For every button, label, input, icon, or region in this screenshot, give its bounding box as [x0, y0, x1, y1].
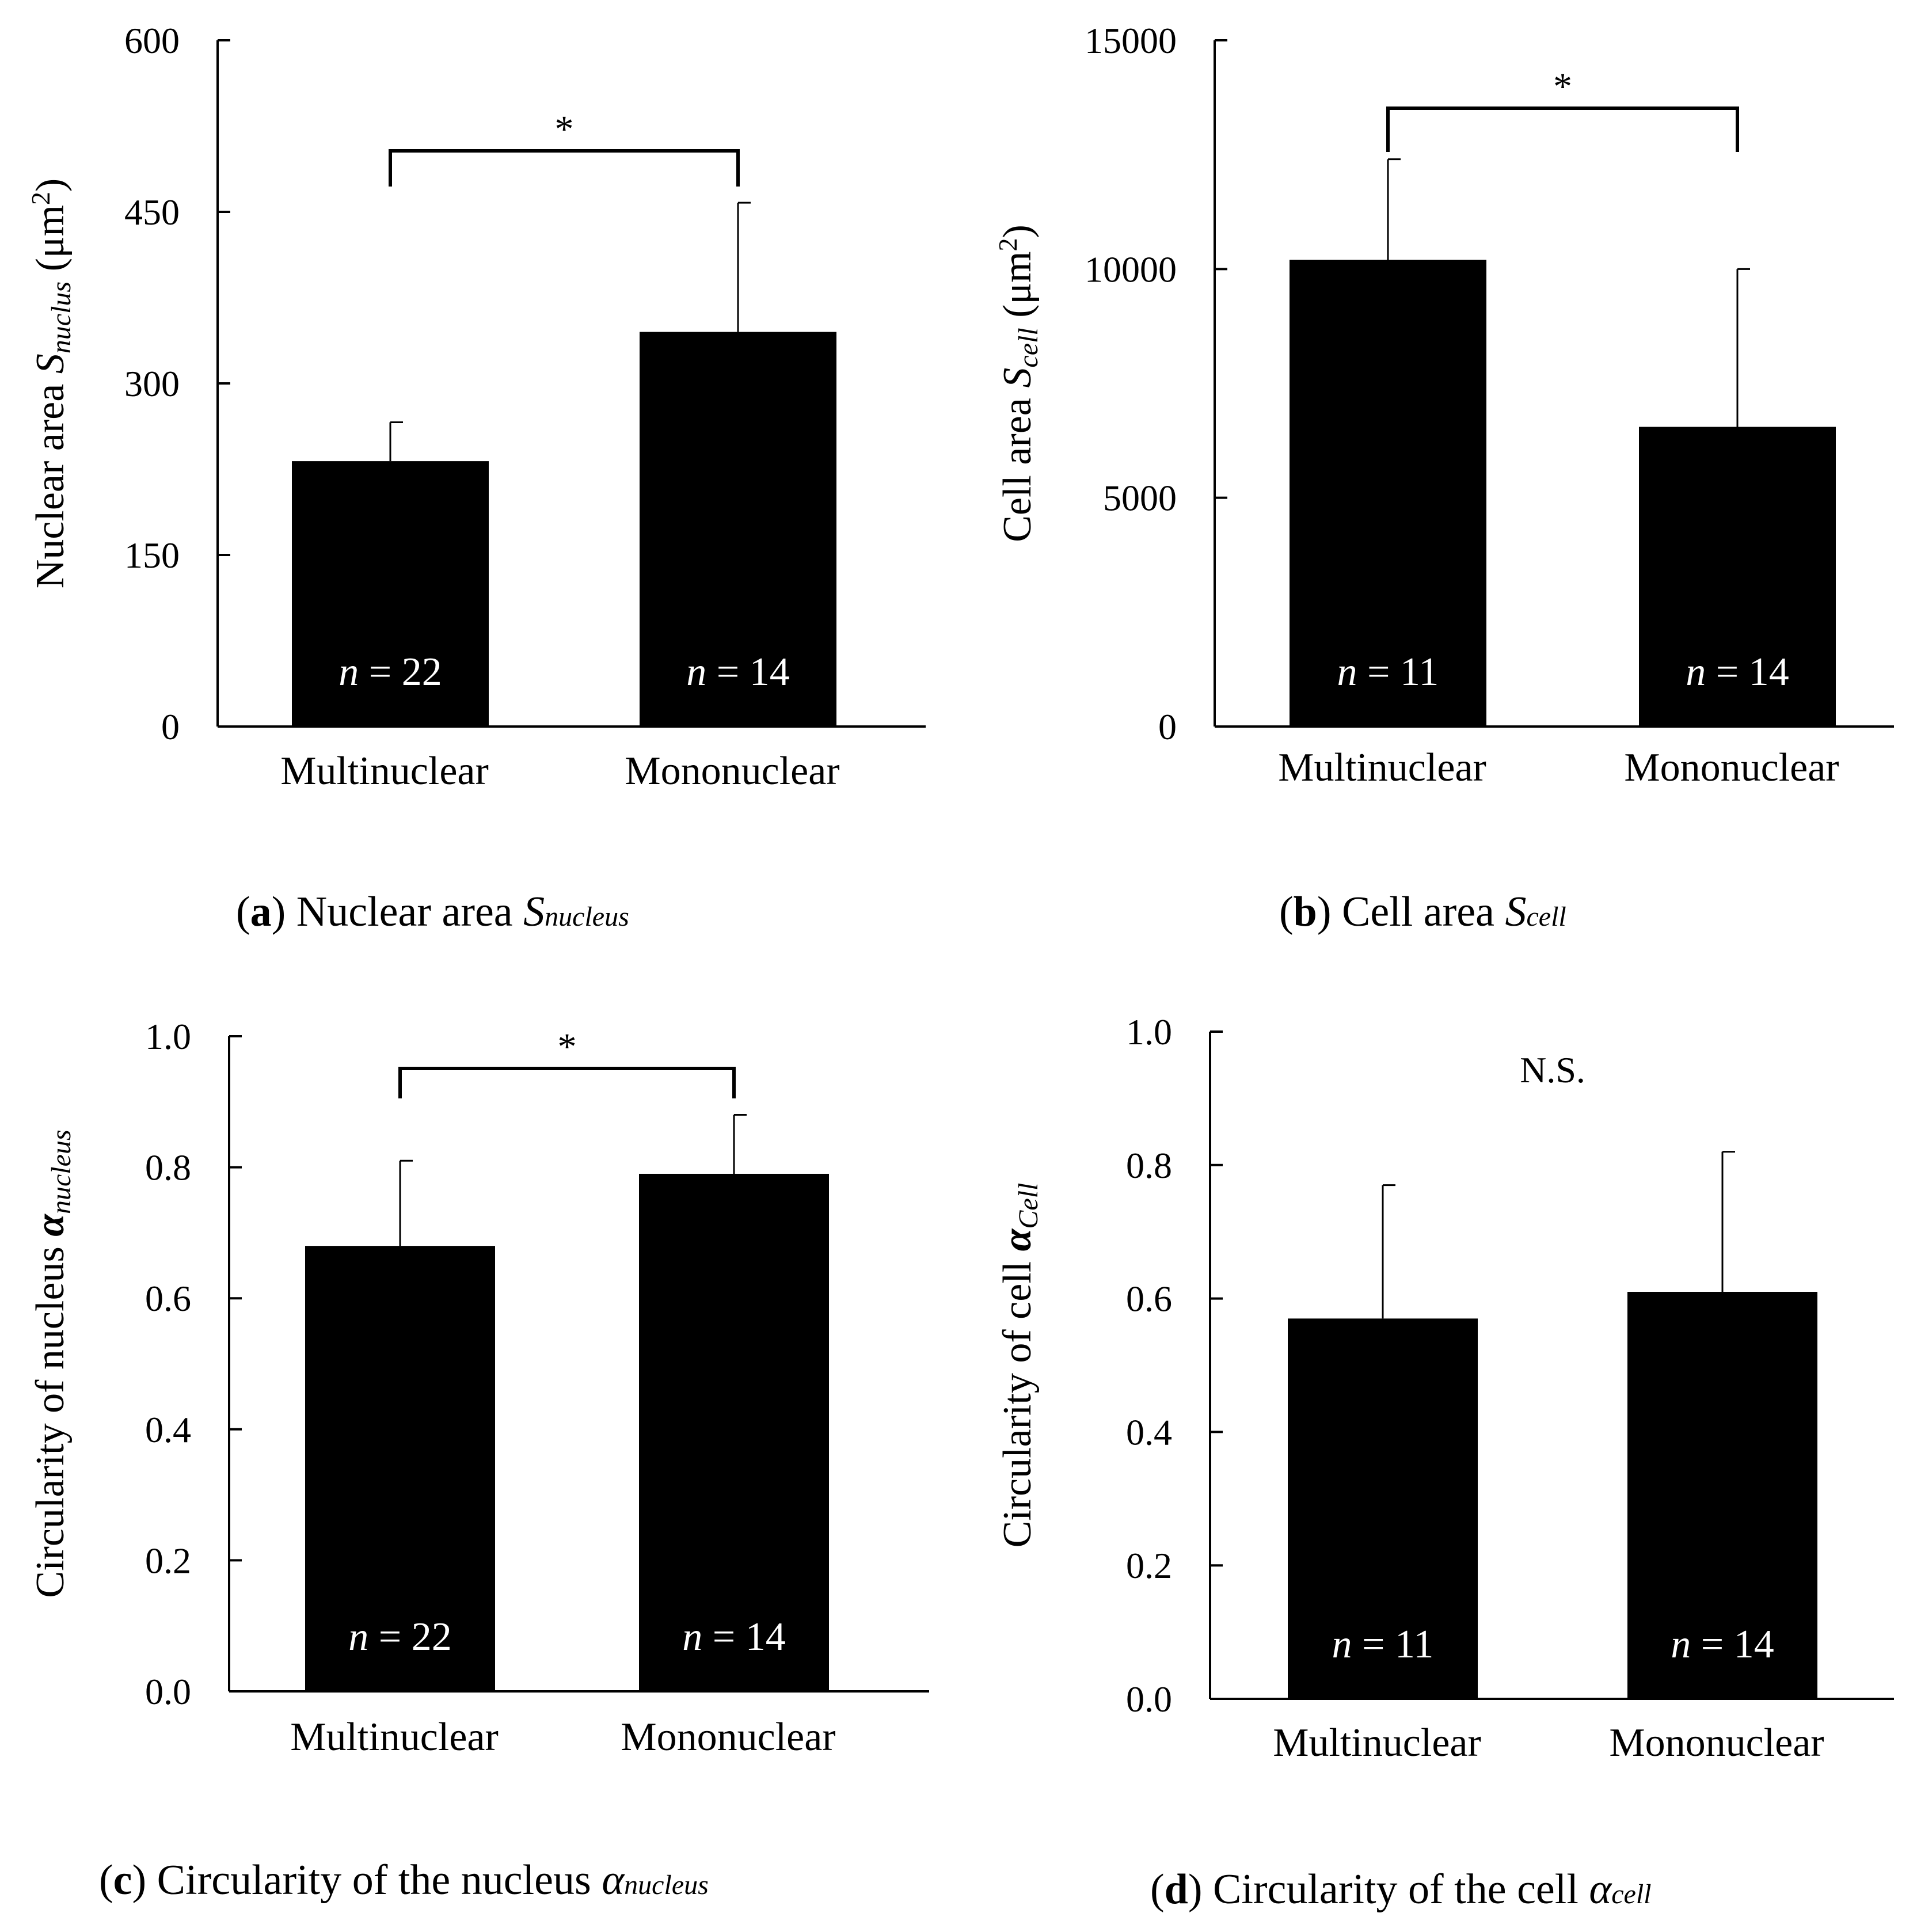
- category-label: Multinuclear: [1273, 1721, 1481, 1765]
- n-label: n = 11: [1337, 650, 1439, 694]
- panel-caption: (d) Circularity of the cell αcell: [1150, 1866, 1652, 1913]
- bar: [305, 1246, 495, 1691]
- significance-bracket: [389, 149, 740, 187]
- y-axis-title: Circularity of cell αCell: [995, 1183, 1044, 1548]
- panel-d: 0.0 0.2 0.4 0.6 0.8 1.0 n = 11 Multinuclear n = …: [995, 1011, 1894, 1913]
- panel-caption: (c) Circularity of the nucleus αnucleus: [99, 1857, 709, 1904]
- y-tick-label: 450: [124, 192, 180, 233]
- significance-label: *: [555, 108, 574, 150]
- y-tick-label: 0.4: [1126, 1412, 1172, 1452]
- y-axis-title: Nuclear area Snuclus (μm2): [26, 178, 77, 588]
- category-label: Multinuclear: [280, 749, 489, 793]
- bar: [292, 461, 489, 727]
- panel-b: 0 5000 10000 15000 n = 11 Multinuclear n = 14 M…: [993, 20, 1894, 935]
- category-label: Multinuclear: [1278, 746, 1486, 790]
- significance-bracket: [1386, 107, 1739, 152]
- y-tick-label: 0.4: [145, 1409, 191, 1450]
- y-tick-label: 15000: [1085, 20, 1177, 61]
- y-tick-label: 600: [124, 20, 180, 61]
- category-label: Mononuclear: [625, 749, 839, 793]
- category-label: Mononuclear: [1624, 746, 1839, 790]
- bar: [640, 332, 836, 727]
- n-label: n = 14: [1671, 1622, 1774, 1667]
- significance-label: N.S.: [1520, 1049, 1585, 1090]
- n-label: n = 14: [682, 1615, 785, 1659]
- n-label: n = 14: [1686, 650, 1789, 694]
- y-tick-label: 0.6: [1126, 1279, 1172, 1319]
- category-label: Mononuclear: [1609, 1721, 1824, 1765]
- y-axis-title: Circularity of nucleus αnucleus: [28, 1129, 77, 1598]
- bar: [1639, 427, 1836, 727]
- n-label: n = 22: [348, 1615, 451, 1659]
- n-label: n = 14: [686, 650, 789, 694]
- y-tick-label: 300: [124, 363, 180, 404]
- panel-c: 0.0 0.2 0.4 0.6 0.8 1.0 n = 22 Multinuclear n = …: [28, 1016, 929, 1904]
- significance-bracket: [398, 1067, 736, 1098]
- y-tick-label: 0.8: [145, 1147, 191, 1188]
- panel-caption: (a) Nuclear area Snucleus: [236, 888, 629, 935]
- y-tick-label: 0: [1158, 706, 1177, 747]
- bar: [639, 1173, 829, 1691]
- y-tick-label: 0.2: [1126, 1545, 1172, 1586]
- y-tick-label: 10000: [1085, 249, 1177, 290]
- bar: [1288, 1318, 1478, 1699]
- panel-a: 0 150 300 450 600 n = 22 Multinuclear n = 14 Mon…: [26, 20, 926, 935]
- bar: [1627, 1292, 1817, 1699]
- category-label: Mononuclear: [621, 1715, 835, 1759]
- y-axis-title: Cell area Scell (μm2): [993, 225, 1044, 542]
- y-tick-label: 0.6: [145, 1278, 191, 1319]
- y-tick-label: 0.0: [145, 1671, 191, 1712]
- n-label: n = 11: [1332, 1622, 1434, 1667]
- significance-label: *: [1553, 66, 1572, 108]
- y-tick-label: 150: [124, 535, 180, 576]
- y-tick-label: 0.0: [1126, 1679, 1172, 1720]
- y-tick-label: 0.8: [1126, 1145, 1172, 1186]
- significance-label: *: [558, 1026, 577, 1068]
- y-tick-label: 1.0: [145, 1016, 191, 1057]
- category-label: Multinuclear: [290, 1715, 499, 1759]
- y-tick-label: 0: [161, 706, 180, 747]
- n-label: n = 22: [338, 650, 442, 694]
- panel-caption: (b) Cell area Scell: [1279, 888, 1566, 935]
- y-tick-label: 1.0: [1126, 1011, 1172, 1052]
- y-tick-label: 5000: [1103, 478, 1177, 519]
- y-tick-label: 0.2: [145, 1540, 191, 1581]
- bar: [1290, 260, 1486, 727]
